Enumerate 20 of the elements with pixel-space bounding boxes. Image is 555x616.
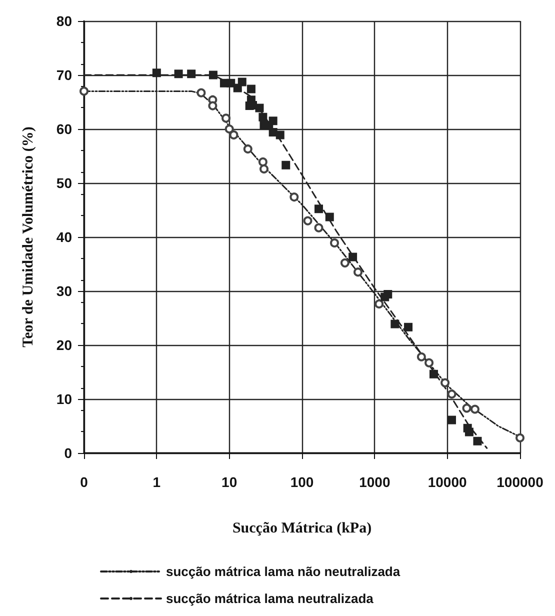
x-tick-label: 100000 [496, 474, 544, 490]
x-axis-title: Sucção Mátrica (kPa) [232, 520, 372, 536]
y-tick-label: 30 [56, 283, 72, 299]
legend-label: sucção mátrica lama não neutralizada [166, 564, 401, 579]
x-tick-label: 1000 [359, 474, 390, 490]
y-tick-label: 40 [56, 229, 72, 245]
y-tick-label: 0 [64, 445, 72, 461]
x-tick-label: 10000 [428, 474, 468, 490]
x-tick-label: 10 [222, 474, 238, 490]
y-tick-label: 70 [56, 67, 72, 83]
y-tick-label: 80 [56, 13, 72, 29]
y-tick-label: 20 [56, 337, 72, 353]
y-tick-label: 10 [56, 391, 72, 407]
x-tick-label: 1 [152, 474, 161, 490]
x-tick-label: 0 [80, 474, 88, 490]
legend-label: sucção mátrica lama neutralizada [166, 591, 374, 606]
y-tick-label: 50 [56, 175, 72, 191]
y-tick-label: 60 [56, 121, 72, 137]
x-tick-label: 100 [290, 474, 314, 490]
y-axis-title: Teor de Umidade Volumétrico (%) [20, 126, 36, 348]
